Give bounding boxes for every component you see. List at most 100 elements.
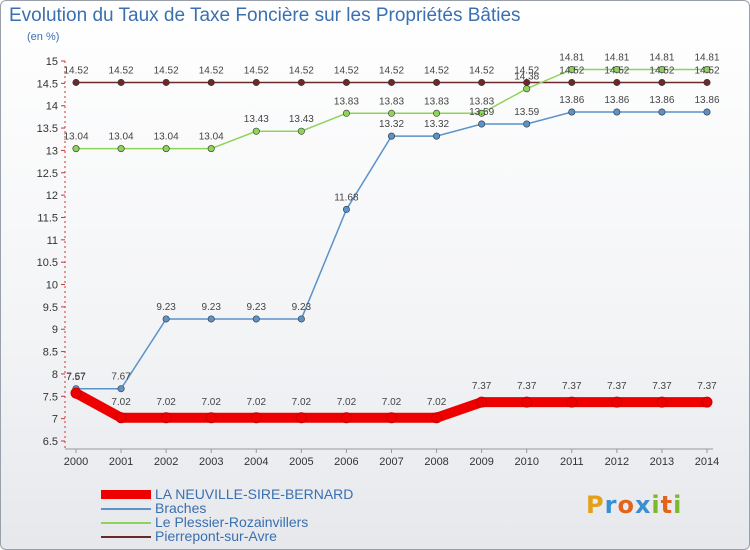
data-point: [478, 109, 486, 117]
data-label: 14.52: [694, 65, 719, 76]
data-label: 13.04: [154, 132, 179, 143]
legend-swatch: [101, 490, 151, 499]
data-point: [387, 132, 395, 140]
x-tick-label: 2011: [560, 456, 584, 468]
data-label: 14.38: [514, 72, 539, 83]
legend-swatch: [101, 508, 151, 510]
logo-letter: i: [651, 491, 661, 519]
data-point: [297, 78, 305, 86]
data-label: 14.81: [694, 52, 719, 63]
data-point: [613, 78, 621, 86]
data-point: [160, 412, 172, 424]
data-label: 7.67: [66, 372, 86, 383]
logo-letter: x: [634, 491, 652, 519]
data-point: [521, 396, 533, 408]
data-point: [342, 78, 350, 86]
data-label: 14.52: [334, 65, 359, 76]
data-label: 7.02: [156, 397, 176, 408]
data-label: 14.52: [649, 65, 674, 76]
y-tick-label: 7.5: [43, 391, 58, 403]
x-tick-label: 2014: [695, 456, 719, 468]
data-label: 14.52: [63, 65, 88, 76]
data-label: 7.02: [292, 397, 312, 408]
data-point: [252, 127, 260, 135]
data-point: [207, 78, 215, 86]
data-label: 14.81: [649, 52, 674, 63]
data-label: 13.59: [469, 107, 494, 118]
data-label: 14.81: [604, 52, 629, 63]
legend-label: Le Plessier-Rozainvillers: [155, 514, 309, 530]
data-label: 11.68: [334, 192, 359, 203]
data-label: 9.23: [201, 302, 221, 313]
data-point: [703, 108, 711, 116]
data-point: [658, 108, 666, 116]
data-point: [613, 65, 621, 73]
data-label: 14.52: [514, 65, 539, 76]
proxiti-logo: Proxiti: [586, 491, 682, 519]
y-tick-label: 10: [46, 280, 58, 292]
x-tick-label: 2004: [244, 456, 268, 468]
data-label: 7.02: [247, 397, 267, 408]
data-point: [205, 412, 217, 424]
data-label: 7.02: [382, 397, 402, 408]
x-tick-label: 2002: [154, 456, 178, 468]
logo-letter: i: [673, 491, 683, 519]
data-label: 13.32: [379, 119, 404, 130]
data-label: 7.02: [111, 397, 131, 408]
data-point: [656, 396, 668, 408]
data-label: 7.37: [472, 381, 492, 392]
data-label: 13.86: [694, 95, 719, 106]
data-label: 14.52: [244, 65, 269, 76]
x-tick-label: 2009: [469, 456, 493, 468]
x-tick-label: 2012: [605, 456, 629, 468]
series-layer: [70, 65, 713, 424]
data-labels-layer: 14.52 14.52 14.52 14.52 14.52 14.52 14.52 14.52…: [63, 52, 719, 407]
data-point: [115, 412, 127, 424]
data-label: 14.52: [289, 65, 314, 76]
data-label: 7.02: [427, 397, 447, 408]
chart-title: Evolution du Taux de Taxe Foncière sur l…: [9, 5, 521, 26]
data-point: [72, 78, 80, 86]
x-tick-label: 2008: [424, 456, 448, 468]
data-label: 13.59: [514, 107, 539, 118]
data-label: 9.23: [247, 302, 267, 313]
y-tick-label: 15: [46, 56, 58, 68]
legend-swatch: [101, 536, 151, 538]
data-label: 7.57: [66, 372, 86, 383]
data-point: [252, 78, 260, 86]
data-point: [117, 145, 125, 153]
data-point: [342, 109, 350, 117]
logo-letter: o: [617, 491, 635, 519]
data-point: [568, 78, 576, 86]
x-tick-label: 2003: [199, 456, 223, 468]
y-tick-label: 12: [46, 190, 58, 202]
data-label: 14.52: [424, 65, 449, 76]
data-label: 13.83: [469, 96, 494, 107]
data-label: 13.83: [379, 96, 404, 107]
legend-swatch: [101, 522, 151, 524]
data-point: [523, 120, 531, 128]
chart-axes: 6.5 7 7.5 8 8.5 9 9.5 10 10.5 11 11.5 12 12.5 13 13.5 1…: [37, 56, 720, 468]
legend-label: Pierrepont-sur-Avre: [155, 528, 277, 544]
data-label: 7.37: [697, 381, 717, 392]
data-label: 14.81: [559, 52, 584, 63]
x-tick-label: 2000: [64, 456, 88, 468]
y-tick-label: 8: [52, 369, 58, 381]
data-label: 13.43: [244, 114, 269, 125]
data-point: [658, 65, 666, 73]
data-point: [387, 109, 395, 117]
data-point: [568, 108, 576, 116]
data-label: 14.52: [109, 65, 134, 76]
data-label: 14.52: [154, 65, 179, 76]
y-tick-label: 13.5: [37, 123, 58, 135]
y-tick-label: 9.5: [43, 302, 58, 314]
data-label: 7.02: [337, 397, 357, 408]
logo-letter: t: [660, 491, 674, 519]
data-label: 7.37: [562, 381, 582, 392]
data-label: 13.86: [559, 95, 584, 106]
data-label: 7.37: [517, 381, 537, 392]
data-label: 7.37: [607, 381, 627, 392]
data-point: [568, 65, 576, 73]
data-label: 7.02: [201, 397, 221, 408]
